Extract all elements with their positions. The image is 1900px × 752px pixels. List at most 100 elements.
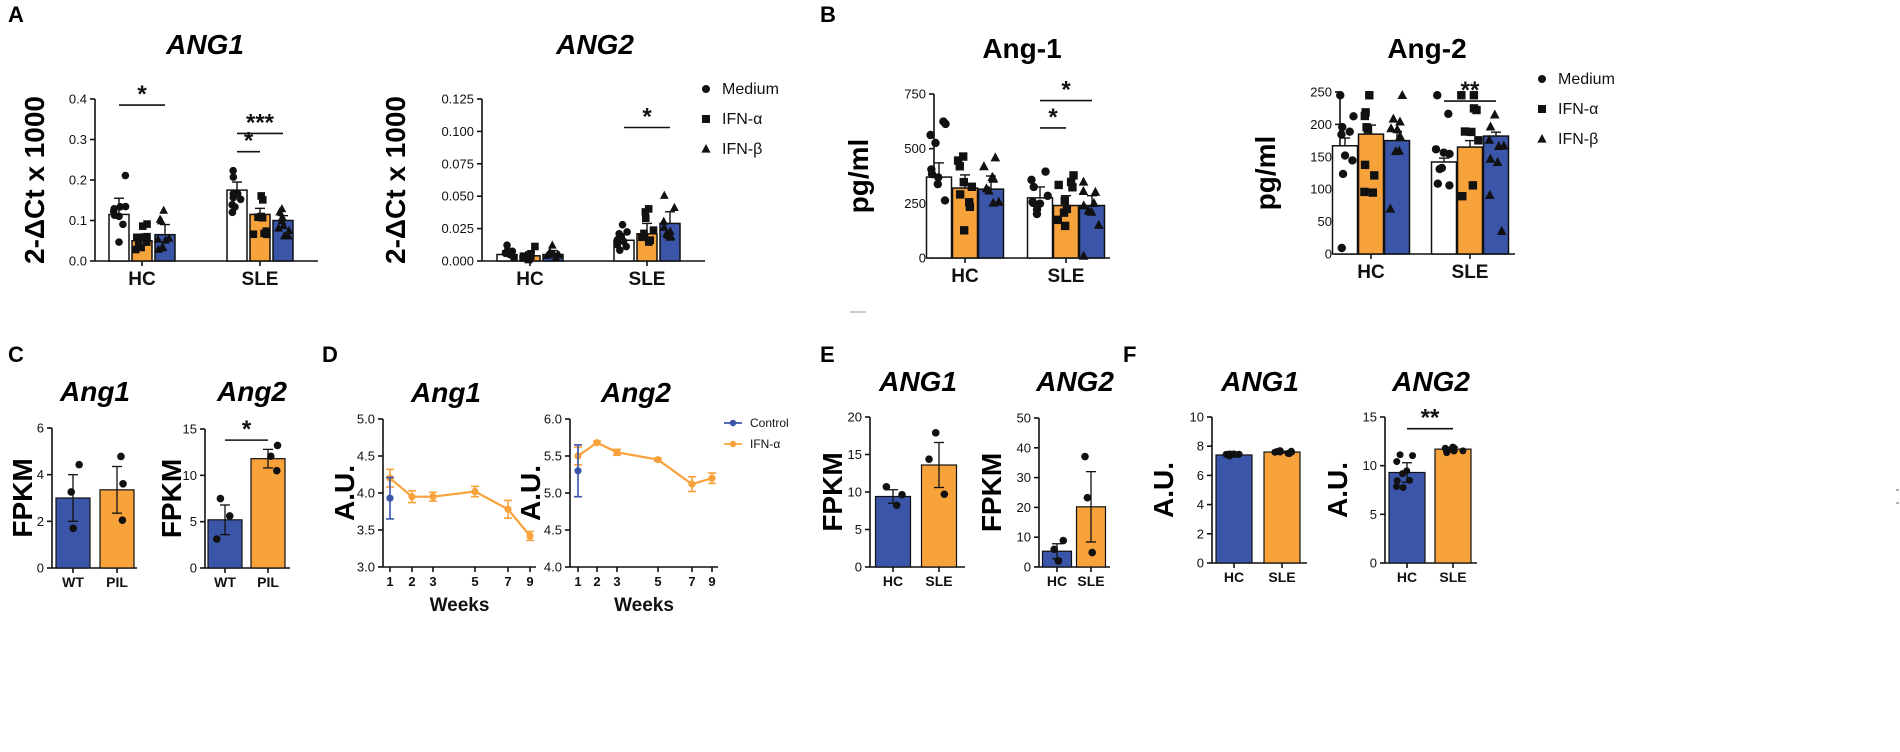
data-point <box>666 232 676 241</box>
data-point <box>1493 141 1504 151</box>
significance-label: * <box>1048 104 1058 131</box>
data-point <box>1348 156 1357 165</box>
panel-label-a: A <box>8 2 24 27</box>
data-point <box>959 226 969 235</box>
data-point <box>138 222 147 230</box>
data-point <box>408 493 416 501</box>
data-point <box>260 229 268 238</box>
significance-label: *** <box>246 109 275 136</box>
y-axis-label: A.U. <box>515 465 546 521</box>
data-point <box>1032 205 1042 214</box>
legend-marker <box>1537 134 1547 143</box>
data-point <box>959 152 968 161</box>
data-point <box>524 255 533 264</box>
data-point <box>280 231 289 240</box>
legend-label: Control <box>750 416 789 430</box>
y-tick-label: 0 <box>1024 560 1031 575</box>
bar <box>250 458 286 569</box>
data-point <box>1078 250 1089 260</box>
data-point <box>644 205 653 213</box>
data-point <box>1484 189 1495 199</box>
data-point <box>1450 444 1458 452</box>
legend-marker <box>702 85 710 93</box>
significance-label: * <box>642 104 652 131</box>
chart-title: ANG2 <box>1035 366 1114 397</box>
data-point <box>1337 243 1346 253</box>
data-point <box>1276 448 1284 456</box>
bar <box>1434 448 1472 564</box>
y-tick-label: 500 <box>904 141 926 156</box>
y-tick-label: 6 <box>37 421 44 436</box>
bar <box>925 176 953 259</box>
bar <box>1263 451 1301 564</box>
y-axis-label: FPKM <box>7 458 38 537</box>
data-point <box>1336 91 1345 100</box>
y-axis-label: pg/ml <box>843 139 874 214</box>
data-point <box>1345 127 1354 136</box>
data-point <box>1467 127 1476 137</box>
data-point <box>67 488 76 496</box>
data-point <box>981 183 992 193</box>
data-point <box>1397 89 1408 100</box>
data-point <box>659 216 669 225</box>
data-point <box>1083 493 1092 502</box>
legend-label: IFN-α <box>722 111 762 128</box>
chart-e-ang1: ANG1 FPKM 0 5 10 15 20 HC SLE <box>817 366 965 589</box>
y-tick-label: 4.0 <box>544 560 562 575</box>
data-point <box>216 494 225 503</box>
data-point <box>1340 151 1350 160</box>
legend-marker <box>729 440 737 448</box>
legend-label: IFN-β <box>722 141 762 158</box>
data-point <box>1338 169 1348 179</box>
y-tick-label: 0.4 <box>69 92 87 107</box>
data-point <box>953 156 963 165</box>
y-tick-label: 0.075 <box>441 156 474 171</box>
data-point <box>898 490 906 499</box>
data-point <box>1435 164 1444 174</box>
data-point <box>1285 450 1293 458</box>
data-point <box>965 202 975 212</box>
y-tick-label: 3.5 <box>357 523 375 538</box>
data-point <box>229 166 237 175</box>
data-point <box>273 441 282 450</box>
data-point <box>386 494 394 502</box>
y-tick-label: 0.025 <box>441 221 474 236</box>
data-point <box>1368 188 1378 197</box>
y-tick-label: 2 <box>1197 526 1204 541</box>
data-point <box>1444 109 1453 119</box>
data-point <box>649 226 658 234</box>
legend-marker <box>702 115 710 123</box>
y-tick-label: 0 <box>1197 556 1204 571</box>
y-tick-label: 0 <box>190 561 197 576</box>
x-tick-label: 3 <box>613 574 620 589</box>
data-point <box>1060 221 1070 231</box>
data-point <box>258 196 267 204</box>
y-tick-label: 200 <box>1310 117 1332 132</box>
x-category-label: HC <box>883 573 903 589</box>
y-axis-label: FPKM <box>817 452 848 531</box>
y-tick-label: 0.125 <box>441 92 474 107</box>
data-point <box>1485 121 1496 131</box>
data-point <box>143 232 151 241</box>
y-tick-label: 15 <box>848 447 862 462</box>
data-point <box>547 240 557 249</box>
data-point <box>640 233 649 241</box>
data-point <box>229 190 238 198</box>
data-point <box>121 202 130 211</box>
chart-title: ANG1 <box>1220 366 1299 397</box>
data-point <box>526 532 534 540</box>
y-tick-label: 15 <box>183 422 197 437</box>
x-tick-label: 3 <box>429 574 436 589</box>
y-tick-label: 20 <box>1017 500 1031 515</box>
panel-label-d: D <box>322 342 338 367</box>
data-point <box>940 196 950 205</box>
data-point <box>641 214 650 223</box>
data-point <box>1271 448 1279 456</box>
data-point <box>1362 123 1371 132</box>
data-point <box>939 117 948 126</box>
significance-label: * <box>242 416 252 443</box>
x-tick-label: 7 <box>688 574 695 589</box>
y-tick-label: 100 <box>1310 182 1332 197</box>
data-point <box>134 238 143 246</box>
y-tick-label: 40 <box>1017 440 1031 455</box>
